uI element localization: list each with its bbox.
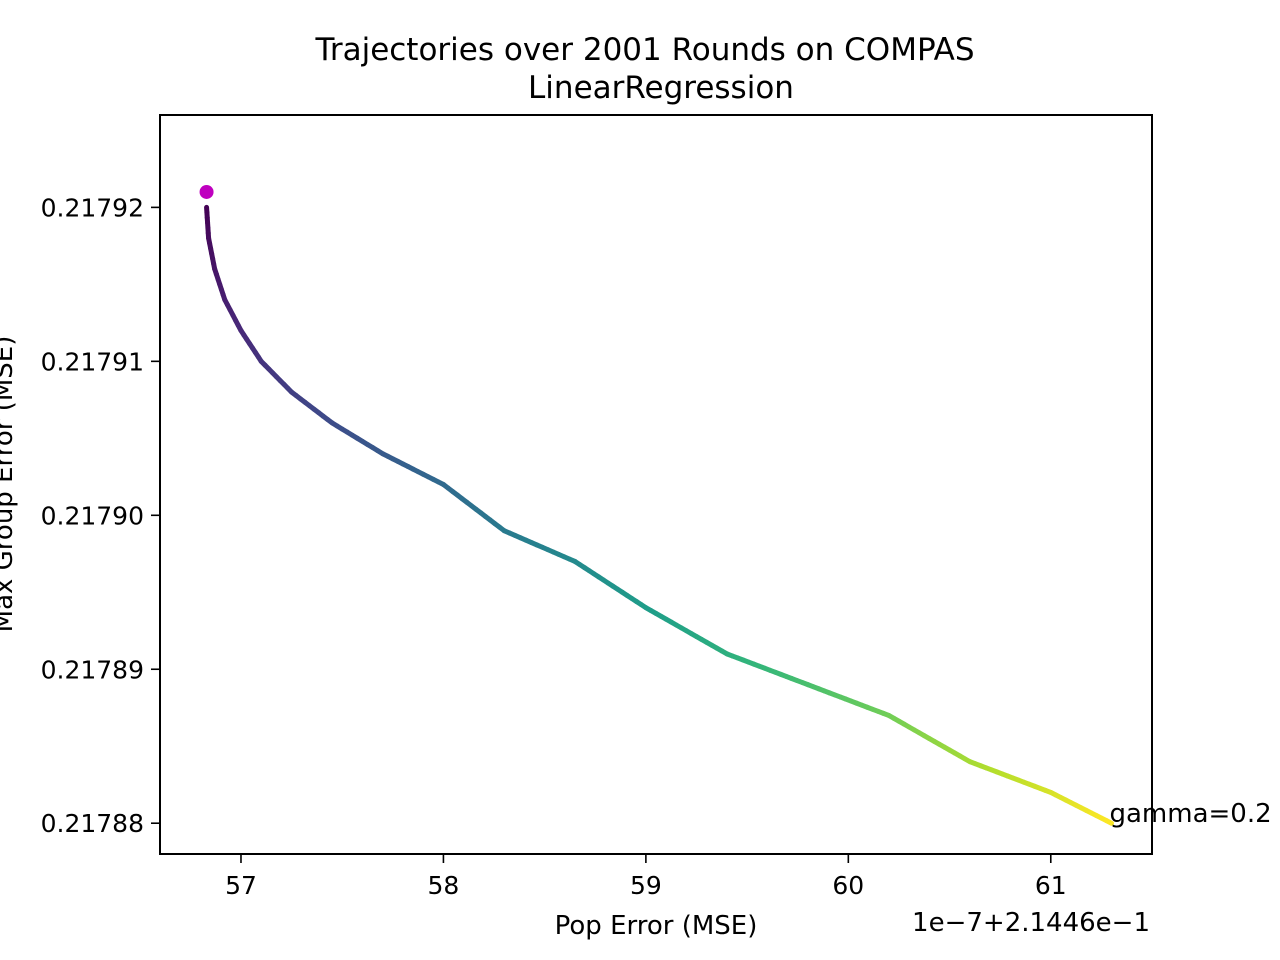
x-tick-label: 58 [428, 871, 460, 900]
trajectory-segment [1103, 818, 1115, 826]
y-tick-label: 0.21790 [41, 501, 144, 530]
chart-markers: gamma=0.2 [199, 184, 1272, 829]
x-axis-ticks: 57 58 59 60 61 [225, 854, 1067, 900]
y-tick-label: 0.21792 [41, 193, 144, 222]
plot-area-frame [159, 114, 1153, 855]
chart-subtitle: LinearRegression [528, 70, 794, 106]
x-axis-label: Pop Error (MSE) [555, 911, 758, 941]
y-axis-ticks: 0.21788 0.21789 0.21790 0.21791 0.21792 [41, 193, 160, 838]
x-tick-label: 59 [630, 871, 662, 900]
y-tick-label: 0.21791 [41, 347, 144, 376]
x-axis-offset-label: 1e−7+2.1446e−1 [912, 908, 1150, 938]
trajectory-curve [204, 204, 1115, 826]
start-marker [199, 184, 214, 199]
x-tick-label: 61 [1035, 871, 1067, 900]
x-tick-label: 57 [225, 871, 257, 900]
y-axis-label: Max Group Error (MSE) [0, 336, 19, 633]
y-tick-label: 0.21788 [41, 809, 144, 838]
chart-title: Trajectories over 2001 Rounds on COMPAS [314, 32, 974, 68]
gamma-annotation: gamma=0.2 [1110, 799, 1272, 829]
x-tick-label: 60 [832, 871, 864, 900]
y-tick-label: 0.21789 [41, 655, 144, 684]
